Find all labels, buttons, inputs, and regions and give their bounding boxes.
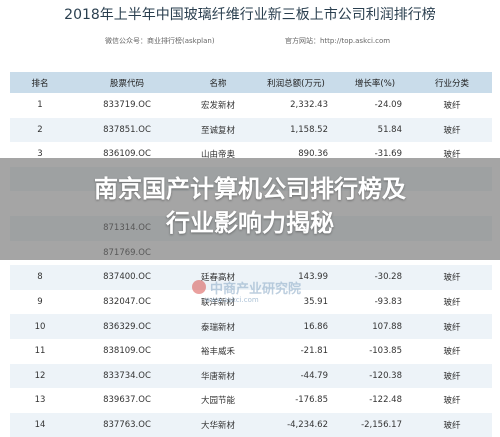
code-cell: 837851.OC <box>103 124 151 135</box>
rank-cell: 13 <box>34 395 46 406</box>
growth-cell: -30.28 <box>374 272 402 283</box>
rank-cell: 3 <box>37 149 43 160</box>
table-row: 8 837400.OC 廷春高材 143.99 -30.28 玻纤 <box>10 265 492 290</box>
rank-cell: 12 <box>34 370 46 381</box>
wechat-account: 微信公众号：商业排行榜(askplan) <box>105 37 215 45</box>
name-cell: 裕丰威禾 <box>200 347 235 358</box>
growth-cell: -31.69 <box>374 149 402 160</box>
headline-overlay <box>0 158 500 260</box>
code-cell: 838109.OC <box>103 346 151 357</box>
growth-cell: -120.38 <box>369 370 402 381</box>
profit-cell: 16.86 <box>303 321 328 332</box>
profit-cell: -21.81 <box>300 346 328 357</box>
header-rank: 排名 <box>31 78 49 89</box>
header-name: 名称 <box>209 78 227 89</box>
industry-cell: 玻纤 <box>443 101 461 112</box>
profit-cell: 1,158.52 <box>290 124 328 135</box>
table-row: 10 836329.OC 泰瑞新材 16.86 107.88 玻纤 <box>10 314 492 339</box>
table-row: 13 839637.OC 大园节能 -176.85 -122.48 玻纤 <box>10 388 492 413</box>
headline-line-2: 行业影响力揭秘 <box>166 209 334 237</box>
growth-cell: -122.48 <box>369 395 402 406</box>
profit-cell: 2,332.43 <box>290 100 328 111</box>
profit-cell: 35.91 <box>303 297 328 308</box>
rank-cell: 1 <box>37 100 43 111</box>
header-profit: 利润总额(万元) <box>267 78 325 89</box>
rank-cell: 9 <box>37 297 43 308</box>
industry-cell: 玻纤 <box>443 421 461 432</box>
article-image: 2018年上半年中国玻璃纤维行业新三板上市公司利润排行榜 微信公众号：商业排行榜… <box>0 7 500 437</box>
rank-cell: 8 <box>37 272 43 283</box>
code-cell: 832047.OC <box>103 297 151 308</box>
growth-cell: 107.88 <box>372 321 402 332</box>
industry-cell: 玻纤 <box>443 273 461 284</box>
watermark-logo: 中商产业研究院 <box>192 275 322 299</box>
industry-cell: 玻纤 <box>443 298 461 309</box>
rank-cell: 14 <box>34 420 46 431</box>
rank-cell: 2 <box>37 124 43 135</box>
table-row: 1 833719.OC 宏发新材 2,332.43 -24.09 玻纤 <box>10 93 492 118</box>
industry-cell: 玻纤 <box>443 150 461 161</box>
profit-cell: 143.99 <box>298 272 328 283</box>
profit-cell: 890.36 <box>298 149 328 160</box>
header-code: 股票代码 <box>109 78 144 89</box>
table-row: 9 832047.OC 联洋新材 35.91 -93.83 玻纤 <box>10 289 492 315</box>
header-industry: 行业分类 <box>434 78 469 89</box>
profit-cell: -44.79 <box>300 370 328 381</box>
official-website: 官方网站：http://top.askci.com <box>285 37 391 45</box>
growth-cell: -24.09 <box>374 100 402 111</box>
growth-cell: -93.83 <box>374 297 402 308</box>
code-cell: 836329.OC <box>103 321 151 332</box>
table-row: 2 837851.OC 至诚复材 1,158.52 51.84 玻纤 <box>10 117 492 143</box>
industry-cell: 玻纤 <box>443 371 461 382</box>
profit-cell: -4,234.62 <box>287 420 328 431</box>
table-row: 12 833734.OC 华唐新材 -44.79 -120.38 玻纤 <box>10 363 492 389</box>
name-cell: 廷春高材 <box>200 273 235 284</box>
watermark-url: www.askci.com <box>205 296 259 304</box>
code-cell: 836109.OC <box>103 149 151 160</box>
rank-cell: 11 <box>34 346 46 357</box>
code-cell: 837763.OC <box>103 420 151 431</box>
growth-cell: -2,156.17 <box>361 420 402 431</box>
logo-icon <box>192 280 206 294</box>
profit-cell: -176.85 <box>295 395 328 406</box>
watermark-text: 中商产业研究院 <box>210 281 302 297</box>
name-cell: 至诚复材 <box>200 125 235 136</box>
header-growth: 增长率(%) <box>354 78 396 89</box>
table-row: 14 837763.OC 大华新材 -4,234.62 -2,156.17 玻纤 <box>10 412 492 437</box>
name-cell: 华唐新材 <box>200 371 235 382</box>
headline[interactable]: 南京国产计算机公司排行榜及 行业影响力揭秘 <box>0 172 500 240</box>
growth-cell: 51.84 <box>377 124 402 135</box>
headline-line-1: 南京国产计算机公司排行榜及 <box>94 175 406 203</box>
code-cell: 839637.OC <box>103 395 151 406</box>
name-cell: 大园节能 <box>200 396 235 407</box>
code-cell: 837400.OC <box>103 272 151 283</box>
rank-cell: 10 <box>34 321 46 332</box>
industry-cell: 玻纤 <box>443 396 461 407</box>
growth-cell: -103.85 <box>369 346 402 357</box>
table-title: 2018年上半年中国玻璃纤维行业新三板上市公司利润排行榜 <box>64 7 436 23</box>
industry-cell: 玻纤 <box>443 125 461 136</box>
name-cell: 大华新材 <box>200 421 235 432</box>
name-cell: 宏发新材 <box>200 101 235 112</box>
industry-cell: 玻纤 <box>443 322 461 333</box>
code-cell: 833734.OC <box>103 370 151 381</box>
code-cell: 833719.OC <box>103 100 151 111</box>
industry-cell: 玻纤 <box>443 347 461 358</box>
name-cell: 泰瑞新材 <box>200 322 235 333</box>
name-cell: 联洋新材 <box>200 298 235 309</box>
table-header-row: 排名 股票代码 名称 利润总额(万元) 增长率(%) 行业分类 <box>10 72 492 93</box>
table-body: 1 833719.OC 宏发新材 2,332.43 -24.09 玻纤 2 837851.OC… <box>10 93 492 437</box>
name-cell: 山由帝奥 <box>200 150 235 161</box>
table-row: 11 838109.OC 裕丰威禾 -21.81 -103.85 玻纤 <box>10 338 492 364</box>
